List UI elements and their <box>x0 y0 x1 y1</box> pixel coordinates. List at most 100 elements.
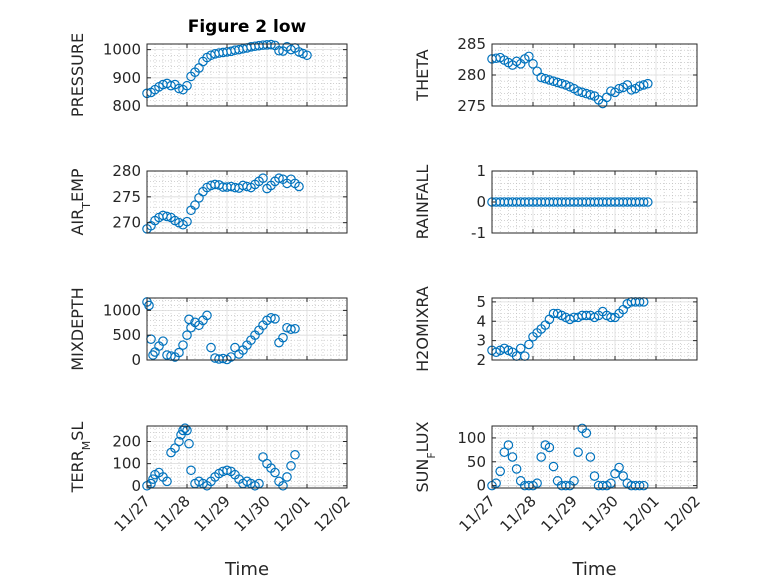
data-point <box>515 343 526 354</box>
data-point <box>638 197 649 207</box>
data-point <box>511 464 522 474</box>
data-point <box>180 423 190 434</box>
subplot-air-temp: 270 275 280 AIRTEMP <box>68 162 348 236</box>
data-point <box>573 447 583 458</box>
y-tick-label: 0 <box>131 351 141 369</box>
y-tick-label: 3 <box>476 332 486 350</box>
data-point <box>278 480 288 491</box>
data-point <box>290 449 300 460</box>
y-tick-label: 280 <box>112 162 141 180</box>
data-point <box>589 471 600 481</box>
x-tick-label: 11/27 <box>111 492 154 535</box>
data-point <box>190 200 200 210</box>
data-point <box>606 478 616 489</box>
data-point <box>182 216 192 227</box>
data-point <box>206 342 216 353</box>
data-point <box>282 472 292 482</box>
x-tick-label: 12/01 <box>271 492 314 535</box>
data-point <box>536 452 546 462</box>
x-tick-label: 12/01 <box>620 492 663 535</box>
x-tick-label: 11/30 <box>231 492 274 535</box>
data-point <box>286 324 296 335</box>
data-point <box>618 471 628 481</box>
series-points <box>487 423 649 491</box>
data-point <box>532 478 542 489</box>
subplot-h2omixra: 23 45 H2OMIXRA <box>413 286 698 372</box>
data-point <box>638 480 649 491</box>
data-point <box>614 462 624 473</box>
y-tick-label: 1000 <box>103 41 141 59</box>
y-tick-label: 2 <box>476 351 486 369</box>
data-point <box>548 461 559 472</box>
data-point <box>148 350 158 360</box>
x-tick-label: 11/27 <box>456 492 499 535</box>
axes-box <box>146 43 348 107</box>
y-tick-label: 275 <box>457 97 486 115</box>
grid <box>491 297 698 361</box>
y-tick-label: 1 <box>476 162 486 180</box>
data-point <box>182 330 192 340</box>
grid <box>491 426 698 488</box>
data-point <box>499 447 510 458</box>
y-tick-label: 0 <box>131 477 141 495</box>
y-tick-label: 280 <box>457 66 486 84</box>
data-point <box>148 474 158 484</box>
y-axis-label: TERRMSL <box>68 422 93 494</box>
y-axis-label: PRESSURE <box>68 33 87 117</box>
data-point <box>585 452 596 462</box>
subplot-theta: 275 280 285 THETA <box>413 35 698 115</box>
y-axis-label: SUNFLUX <box>413 421 438 492</box>
data-point <box>174 436 184 447</box>
y-tick-label: 800 <box>112 97 141 115</box>
data-point <box>503 440 514 450</box>
data-point <box>162 211 172 222</box>
data-point <box>266 313 276 323</box>
data-point <box>614 83 624 94</box>
x-tick-label: 11/29 <box>538 492 581 535</box>
y-tick-label: 200 <box>112 433 141 451</box>
data-point <box>528 59 538 69</box>
y-tick-label: 500 <box>112 326 141 344</box>
data-point <box>174 347 184 358</box>
y-tick-label: 100 <box>457 429 486 447</box>
y-tick-label: 270 <box>112 214 141 232</box>
data-point <box>202 310 212 321</box>
x-axis-label: Time <box>224 559 269 580</box>
data-point <box>507 452 518 462</box>
axes-box <box>146 170 348 234</box>
x-tick-label: 12/02 <box>661 492 704 535</box>
data-point <box>186 465 196 476</box>
data-point <box>222 465 232 476</box>
data-point <box>158 336 168 346</box>
x-tick-label: 11/28 <box>497 492 540 535</box>
data-point <box>274 173 284 184</box>
y-tick-label: 285 <box>457 35 486 53</box>
data-point <box>556 78 567 89</box>
data-point <box>270 314 280 324</box>
data-point <box>144 300 154 311</box>
series-points <box>487 51 653 109</box>
series-points <box>142 173 304 234</box>
y-tick-label: 50 <box>467 453 486 471</box>
y-tick-label: -1 <box>471 224 486 242</box>
axes-box <box>146 297 348 361</box>
data-point <box>286 461 296 471</box>
data-point <box>560 480 571 491</box>
x-tick-label: 11/28 <box>151 492 194 535</box>
plot-area <box>146 43 348 107</box>
x-tick-label: 12/02 <box>311 492 354 535</box>
y-tick-label: 100 <box>112 455 141 473</box>
y-tick-label: 1000 <box>103 301 141 319</box>
y-axis-label: H2OMIXRA <box>413 286 432 372</box>
data-point <box>544 442 555 453</box>
data-point <box>274 45 284 56</box>
y-tick-label: 4 <box>476 312 486 330</box>
data-point <box>642 197 653 207</box>
data-point <box>606 312 616 323</box>
y-axis-label: MIXDEPTH <box>68 287 87 370</box>
y-axis-label: RAINFALL <box>413 165 432 240</box>
data-point <box>162 476 172 487</box>
